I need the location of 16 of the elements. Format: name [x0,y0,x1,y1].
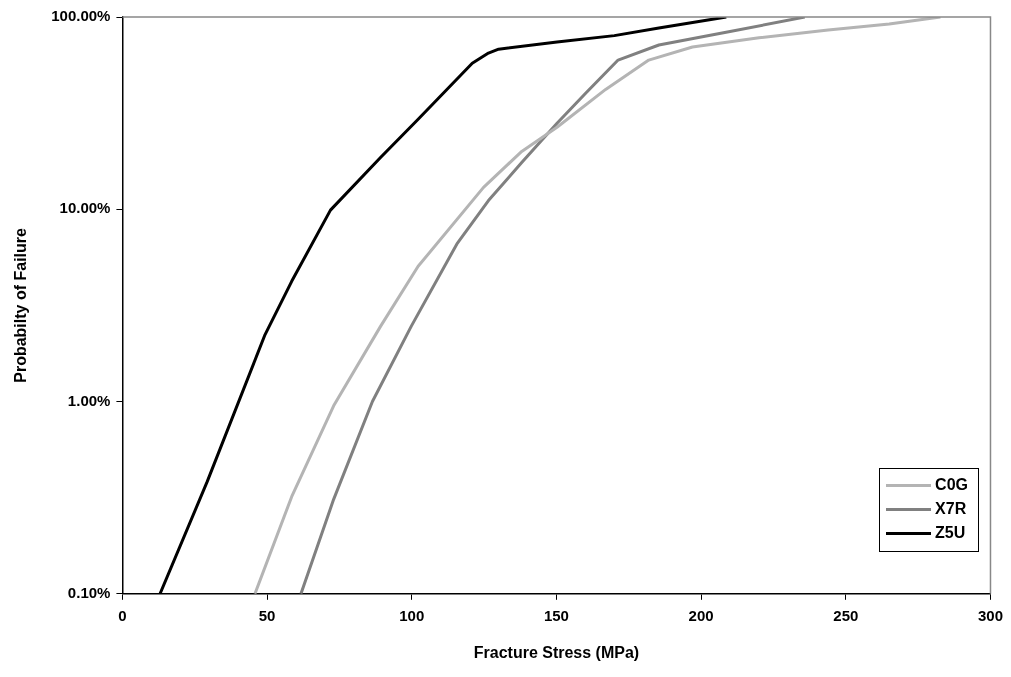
x-tick-label: 100 [399,606,425,624]
x-tick-label: 50 [258,606,276,624]
legend-label: Z5U [935,524,966,542]
x-axis-title: Fracture Stress (MPa) [473,643,640,661]
x-tick-label: 250 [833,606,859,624]
x-tick-label: 150 [543,606,569,624]
x-tick-label: 300 [977,606,1003,624]
legend-label: C0G [935,476,968,494]
y-tick-label: 1.00% [67,391,111,409]
y-tick-label: 10.00% [59,199,111,217]
x-tick-label: 200 [688,606,714,624]
x-tick-label: 0 [118,606,127,624]
y-tick-label: 0.10% [67,583,111,601]
legend-label: X7R [935,500,967,518]
y-axis-title: Probabilty of Failure [12,227,30,383]
y-tick-label: 100.00% [51,7,111,25]
